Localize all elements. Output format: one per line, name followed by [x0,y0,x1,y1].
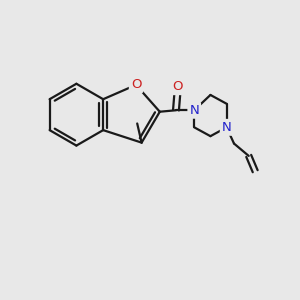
Text: O: O [131,78,141,92]
Text: O: O [172,80,183,93]
Text: N: N [189,104,199,117]
Text: N: N [222,121,232,134]
